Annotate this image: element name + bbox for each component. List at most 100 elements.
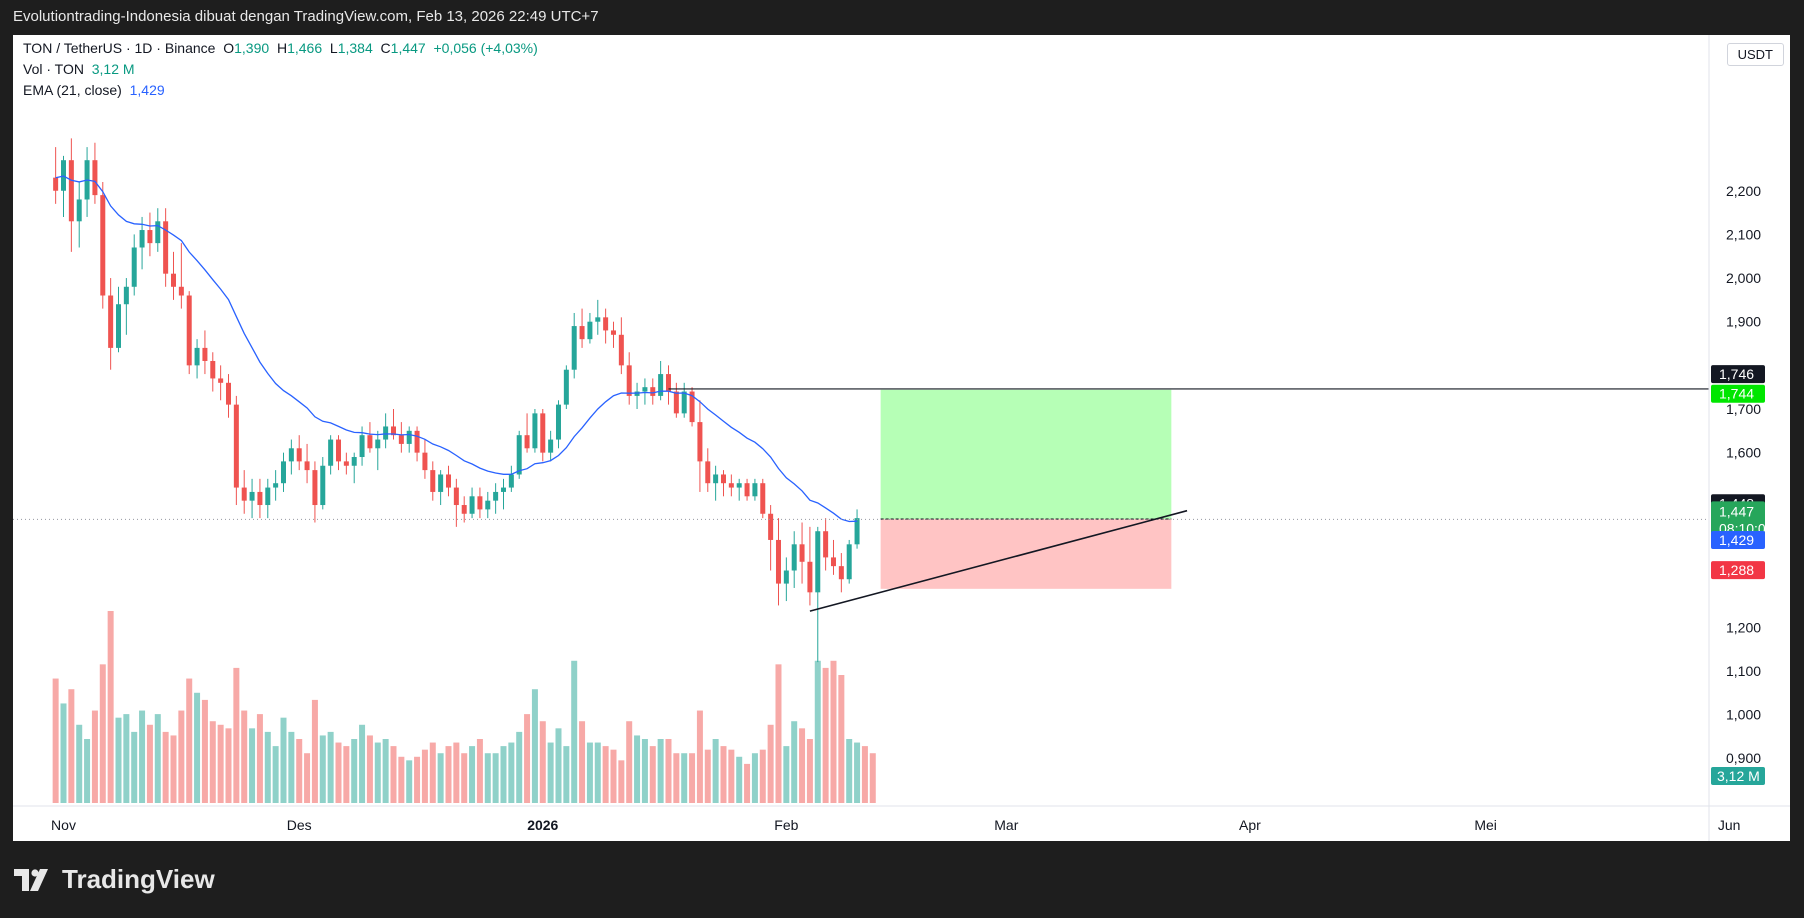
- candle: [555, 400, 561, 449]
- candle: [249, 478, 255, 519]
- volume-bar: [586, 742, 593, 803]
- candle-body: [68, 160, 74, 222]
- candle-body: [296, 448, 302, 462]
- volume-bar: [476, 739, 483, 803]
- candle: [233, 395, 239, 506]
- volume-bar: [775, 664, 782, 803]
- candle: [453, 478, 459, 527]
- candle: [728, 474, 734, 497]
- candle: [422, 439, 428, 479]
- candle-body: [540, 413, 546, 453]
- target-tag-bg: [1711, 384, 1765, 403]
- candle-body: [265, 487, 271, 506]
- volume-bar: [689, 753, 696, 803]
- chart-area[interactable]: 0,900 1,000 1,100 1,200 1,600 1,700 1,900 2,000…: [13, 35, 1790, 841]
- candle: [485, 491, 491, 519]
- candle: [194, 339, 200, 379]
- candle: [155, 208, 161, 252]
- candle: [752, 478, 758, 501]
- candle-body: [752, 483, 758, 497]
- candle-body: [571, 326, 577, 370]
- volume-bar: [209, 721, 216, 803]
- candle: [163, 208, 169, 287]
- candle-body: [524, 435, 530, 449]
- volume-bar: [618, 760, 625, 803]
- candle-body: [225, 382, 231, 405]
- candle: [123, 278, 129, 335]
- candle-body: [720, 474, 726, 484]
- candle-body: [178, 286, 184, 296]
- candle-body: [563, 369, 569, 405]
- candle: [273, 470, 279, 501]
- candle-body: [53, 177, 59, 191]
- candle: [304, 443, 310, 484]
- x-tick-label: Jun: [1718, 817, 1741, 833]
- low-value: 1,384: [337, 40, 373, 56]
- candle: [76, 182, 82, 248]
- candle: [815, 526, 821, 663]
- candle: [147, 212, 153, 257]
- candle: [92, 142, 98, 204]
- volume-bar: [351, 739, 358, 803]
- candle: [500, 478, 506, 510]
- candle-body: [508, 474, 514, 488]
- candle: [398, 422, 404, 453]
- candle-body: [367, 435, 373, 449]
- volume-bar: [146, 724, 153, 803]
- volume-bar: [264, 731, 271, 803]
- volume-bar: [52, 678, 59, 803]
- volume-bar: [822, 667, 829, 803]
- volume-bar: [696, 710, 703, 803]
- candle-body: [610, 330, 616, 335]
- low-label: L: [329, 40, 338, 56]
- candle-body: [233, 404, 239, 488]
- close-label: C: [380, 40, 391, 56]
- candle-body: [587, 321, 593, 340]
- y-tick-label: 1,900: [1726, 314, 1761, 330]
- candle: [854, 509, 860, 549]
- candle: [115, 286, 121, 353]
- volume-bar: [139, 710, 146, 803]
- legend-ohlc: TON / TetherUS · 1D · Binance O1,390 H1,…: [23, 40, 538, 56]
- candle-body: [383, 426, 389, 440]
- volume-bar: [280, 717, 287, 803]
- volume-label: Vol · TON: [23, 61, 84, 77]
- candle-body: [163, 221, 169, 274]
- candle: [280, 452, 286, 492]
- currency-button[interactable]: USDT: [1726, 43, 1784, 66]
- candle-body: [406, 430, 412, 444]
- candle-body: [603, 317, 609, 331]
- volume-bars: [52, 611, 876, 803]
- y-tick-label: 2,100: [1726, 226, 1761, 242]
- volume-bar: [799, 728, 806, 803]
- volume-bar: [657, 739, 664, 803]
- volume-bar: [421, 749, 428, 803]
- candle: [705, 448, 711, 492]
- resistance-tag-bg: [1711, 365, 1765, 384]
- volume-bar: [107, 611, 114, 803]
- candle-body: [689, 391, 695, 423]
- candle: [736, 478, 742, 501]
- candle: [626, 352, 632, 405]
- candle-body: [500, 487, 506, 492]
- volume-bar: [123, 714, 130, 803]
- candle: [783, 557, 789, 602]
- target-tag-text: 1,744: [1719, 386, 1754, 402]
- candle: [210, 352, 216, 392]
- candle: [548, 430, 554, 462]
- candle-body: [320, 465, 326, 506]
- candle: [823, 518, 829, 571]
- volume-bar: [783, 746, 790, 803]
- candle: [469, 487, 475, 519]
- volume-bar: [343, 746, 350, 803]
- profit-zone: [880, 389, 1172, 519]
- volume-bar: [60, 703, 67, 803]
- position-zones: [880, 389, 1172, 589]
- chart-canvas[interactable]: 0,900 1,000 1,100 1,200 1,600 1,700 1,900 2,000…: [13, 35, 1790, 841]
- candle: [579, 308, 585, 348]
- stop-tag: 1,288: [1711, 561, 1765, 580]
- volume-bar: [594, 742, 601, 803]
- candle-body: [194, 347, 200, 366]
- volume-bar: [217, 724, 224, 803]
- candle-body: [76, 199, 82, 222]
